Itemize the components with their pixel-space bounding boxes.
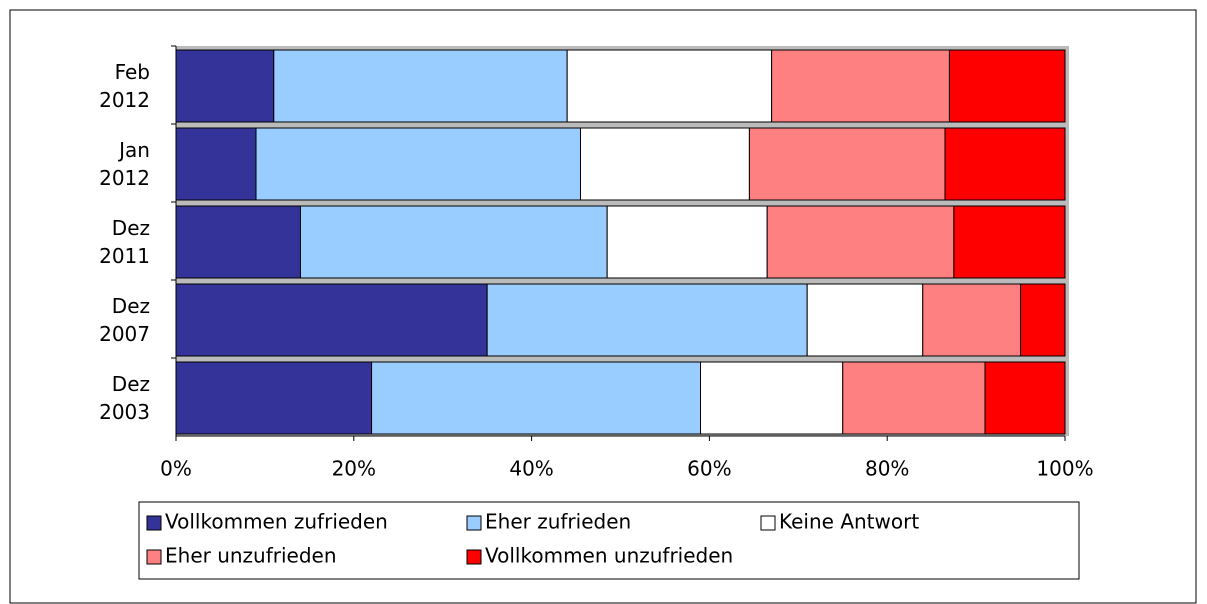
legend-swatch xyxy=(146,515,162,531)
bar-segment xyxy=(486,283,808,357)
x-tick-label: 20% xyxy=(332,457,376,481)
bar-segment xyxy=(299,205,608,279)
y-tick-label: Dez 2011 xyxy=(99,216,150,268)
legend-swatch xyxy=(146,549,162,565)
legend-label: Eher zufrieden xyxy=(485,510,631,534)
bar-segment xyxy=(579,127,750,201)
y-tick-label: Feb 2012 xyxy=(99,60,150,112)
bar-segment xyxy=(842,361,986,435)
x-tick-label: 60% xyxy=(687,457,731,481)
bar-segment xyxy=(175,127,257,201)
bar-segment xyxy=(766,205,955,279)
legend-label: Vollkommen zufrieden xyxy=(165,510,388,534)
y-tick-label: Dez 2003 xyxy=(99,372,150,424)
y-tick-label: Dez 2007 xyxy=(99,294,150,346)
bar-segment xyxy=(175,205,301,279)
bar-segment xyxy=(748,127,946,201)
bar-segment xyxy=(255,127,581,201)
bar-segment xyxy=(606,205,768,279)
bar-segment xyxy=(771,49,950,123)
bar-segment xyxy=(175,283,488,357)
bar-segment xyxy=(566,49,773,123)
bar-segment xyxy=(948,49,1066,123)
legend-box xyxy=(138,501,1080,580)
legend-swatch xyxy=(466,515,482,531)
bar-segment xyxy=(984,361,1066,435)
bar-segment xyxy=(944,127,1066,201)
bar-segment xyxy=(273,49,568,123)
bar-segment xyxy=(806,283,924,357)
legend-label: Keine Antwort xyxy=(779,510,919,534)
legend-swatch xyxy=(466,549,482,565)
bar-segment xyxy=(953,205,1066,279)
x-tick-label: 40% xyxy=(509,457,553,481)
x-tick-label: 0% xyxy=(160,457,192,481)
legend-label: Vollkommen unzufrieden xyxy=(485,544,733,568)
bar-segment xyxy=(922,283,1022,357)
bar-segment xyxy=(1020,283,1066,357)
bar-segment xyxy=(175,49,275,123)
legend-label: Eher unzufrieden xyxy=(165,544,337,568)
bar-segment xyxy=(175,361,373,435)
legend-swatch xyxy=(760,515,776,531)
x-tick-label: 100% xyxy=(1036,457,1093,481)
x-tick-label: 80% xyxy=(865,457,909,481)
bar-segment xyxy=(700,361,844,435)
bar-segment xyxy=(371,361,702,435)
y-tick-label: Jan 2012 xyxy=(99,138,150,190)
